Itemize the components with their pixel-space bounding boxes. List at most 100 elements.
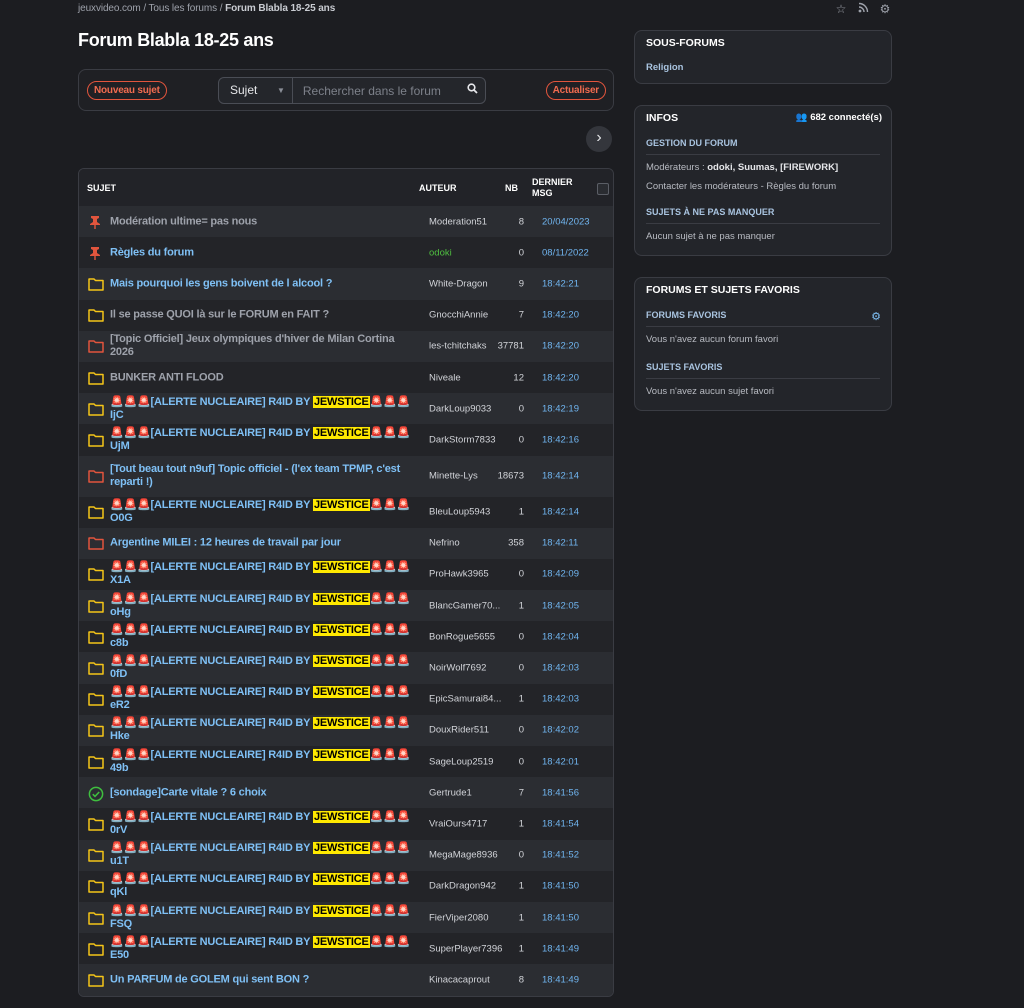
topic-title-link[interactable]: 🚨🚨🚨[ALERTE NUCLEAIRE] R4ID BY JEWSTICE🚨🚨… [110,426,411,452]
topic-author[interactable]: MegaMage8936 [429,849,498,861]
topic-title-link[interactable]: [sondage]Carte vitale ? 6 choix [110,786,267,799]
topic-author[interactable]: EpicSamurai84... [429,693,502,705]
topic-title-link[interactable]: 🚨🚨🚨[ALERTE NUCLEAIRE] R4ID BY JEWSTICE🚨🚨… [110,499,411,525]
contact-moderators-link[interactable]: Contacter les modérateurs [646,181,758,192]
users-icon: 👥 [795,112,808,123]
topic-message-count: 0 [518,568,524,580]
topic-last-message-link[interactable]: 18:42:19 [542,403,579,415]
topic-last-message-link[interactable]: 18:42:04 [542,631,579,643]
folder-icon [88,630,104,644]
topic-title-link[interactable]: Règles du forum [110,246,194,259]
forum-rules-link[interactable]: Règles du forum [766,181,837,192]
topic-title-link[interactable]: 🚨🚨🚨[ALERTE NUCLEAIRE] R4ID BY JEWSTICE🚨🚨… [110,842,411,868]
topic-title-link[interactable]: [Topic Officiel] Jeux olympiques d'hiver… [110,333,395,359]
topic-last-message-link[interactable]: 18:42:20 [542,340,579,352]
topic-row: 🚨🚨🚨[ALERTE NUCLEAIRE] R4ID BY JEWSTICE🚨🚨… [79,870,613,902]
select-all-checkbox[interactable] [597,183,609,195]
topic-last-message-link[interactable]: 18:42:14 [542,506,579,518]
topic-author[interactable]: Niveale [429,372,461,384]
topic-author[interactable]: DarkDragon942 [429,880,497,892]
topic-author[interactable]: Gertrude1 [429,787,472,799]
topic-title-link[interactable]: 🚨🚨🚨[ALERTE NUCLEAIRE] R4ID BY JEWSTICE🚨🚨… [110,935,411,961]
topic-author[interactable]: DarkLoup9033 [429,403,492,415]
topic-last-message-link[interactable]: 18:41:52 [542,849,579,861]
topic-last-message-link[interactable]: 18:41:50 [542,880,579,892]
topic-title-link[interactable]: 🚨🚨🚨[ALERTE NUCLEAIRE] R4ID BY JEWSTICE🚨🚨… [110,748,411,774]
topic-title-link[interactable]: 🚨🚨🚨[ALERTE NUCLEAIRE] R4ID BY JEWSTICE🚨🚨… [110,592,411,618]
subforum-religion-link[interactable]: Religion [646,62,684,73]
topic-row: 🚨🚨🚨[ALERTE NUCLEAIRE] R4ID BY JEWSTICE🚨🚨… [79,901,613,934]
topic-last-message-link[interactable]: 18:42:09 [542,568,579,580]
search-icon[interactable] [460,78,485,103]
next-page-button[interactable]: › [586,126,612,152]
topic-author[interactable]: odoki [429,247,452,259]
gear-icon[interactable]: ⚙ [879,2,891,16]
topic-last-message-link[interactable]: 08/11/2022 [542,247,589,259]
topic-last-message-link[interactable]: 18:41:56 [542,787,579,799]
infos-panel: INFOS 👥 682 connecté(s) GESTION DU FORUM… [634,105,892,256]
topic-author[interactable]: SageLoup2519 [429,756,494,768]
breadcrumb-separator: / [219,3,223,14]
topic-title-link[interactable]: 🚨🚨🚨[ALERTE NUCLEAIRE] R4ID BY JEWSTICE🚨🚨… [110,904,411,930]
topic-title-link[interactable]: 🚨🚨🚨[ALERTE NUCLEAIRE] R4ID BY JEWSTICE🚨🚨… [110,395,411,421]
topic-author[interactable]: SuperPlayer7396 [429,943,503,955]
topic-last-message-link[interactable]: 18:42:02 [542,724,579,736]
topic-last-message-link[interactable]: 20/04/2023 [542,216,590,228]
favorites-settings-gear-icon[interactable]: ⚙ [871,311,881,323]
topic-last-message-link[interactable]: 18:42:20 [542,309,579,321]
topic-last-message-link[interactable]: 18:42:05 [542,600,579,612]
topic-last-message-link[interactable]: 18:42:21 [542,278,579,290]
topic-author[interactable]: Minette-Lys [429,470,478,482]
topic-author[interactable]: les-tchitchaks [429,340,487,352]
topic-author[interactable]: VraiOurs4717 [429,818,488,830]
topic-author[interactable]: BonRogue5655 [429,631,496,643]
topic-title-link[interactable]: 🚨🚨🚨[ALERTE NUCLEAIRE] R4ID BY JEWSTICE🚨🚨… [110,686,411,712]
topic-last-message-link[interactable]: 18:41:50 [542,912,579,924]
topic-author[interactable]: DouxRider511 [429,724,490,736]
moderators-list[interactable]: odoki, Suumas, [FIREWORK] [707,162,839,173]
breadcrumb-site-link[interactable]: jeuxvideo.com [78,3,141,14]
topic-last-message-link[interactable]: 18:42:14 [542,470,579,482]
topic-title-link[interactable]: 🚨🚨🚨[ALERTE NUCLEAIRE] R4ID BY JEWSTICE🚨🚨… [110,873,411,899]
topic-last-message-link[interactable]: 18:41:49 [542,974,579,986]
refresh-button[interactable]: Actualiser [545,81,606,100]
topic-last-message-link[interactable]: 18:42:01 [542,756,579,768]
topic-author[interactable]: Kinacacaprout [429,974,490,986]
topic-title-link[interactable]: [Tout beau tout n9uf] Topic officiel - (… [110,463,401,488]
topic-author[interactable]: BlancGamer70... [429,600,501,612]
topic-title-link[interactable]: 🚨🚨🚨[ALERTE NUCLEAIRE] R4ID BY JEWSTICE🚨🚨… [110,810,411,836]
search-input[interactable] [292,78,460,103]
topic-author[interactable]: NoirWolf7692 [429,662,487,674]
topic-author[interactable]: Moderation51 [429,216,488,228]
topic-title-link[interactable]: Modération ultime= pas nous [110,215,258,228]
topic-title-link[interactable]: BUNKER ANTI FLOOD [110,371,224,384]
rss-icon[interactable] [856,2,870,16]
topic-title-link[interactable]: Un PARFUM de GOLEM qui sent BON ? [110,973,310,986]
topic-title-link[interactable]: 🚨🚨🚨[ALERTE NUCLEAIRE] R4ID BY JEWSTICE🚨🚨… [110,717,411,743]
topic-title-link[interactable]: 🚨🚨🚨[ALERTE NUCLEAIRE] R4ID BY JEWSTICE🚨🚨… [110,623,411,649]
topic-title-link[interactable]: 🚨🚨🚨[ALERTE NUCLEAIRE] R4ID BY JEWSTICE🚨🚨… [110,561,411,587]
star-icon[interactable]: ☆ [835,2,847,16]
topic-title-link[interactable]: Mais pourquoi les gens boivent de l alco… [110,277,333,290]
topic-row: 🚨🚨🚨[ALERTE NUCLEAIRE] R4ID BY JEWSTICE🚨🚨… [79,746,613,778]
topic-author[interactable]: DarkStorm7833 [429,434,496,446]
topic-author[interactable]: BleuLoup5943 [429,506,491,518]
topic-last-message-link[interactable]: 18:41:49 [542,943,579,955]
topic-author[interactable]: White-Dragon [429,278,488,290]
topic-title-link[interactable]: 🚨🚨🚨[ALERTE NUCLEAIRE] R4ID BY JEWSTICE🚨🚨… [110,655,411,681]
new-topic-button[interactable]: Nouveau sujet [87,81,167,100]
breadcrumb-all-forums-link[interactable]: Tous les forums [148,3,218,14]
topic-last-message-link[interactable]: 18:42:11 [542,537,579,549]
topic-author[interactable]: ProHawk3965 [429,568,489,580]
topic-author[interactable]: Nefrino [429,537,460,549]
topic-last-message-link[interactable]: 18:41:54 [542,818,579,830]
topic-last-message-link[interactable]: 18:42:20 [542,372,579,384]
search-scope-select[interactable]: Sujet ▼ [219,78,293,103]
topic-author[interactable]: GnocchiAnnie [429,309,489,321]
topic-title-link[interactable]: Argentine MILEI : 12 heures de travail p… [110,536,341,549]
topic-title-link[interactable]: Il se passe QUOI là sur le FORUM en FAIT… [110,308,329,321]
topic-last-message-link[interactable]: 18:42:03 [542,662,579,674]
topic-author[interactable]: FierViper2080 [429,912,489,924]
topic-last-message-link[interactable]: 18:42:03 [542,693,579,705]
topic-last-message-link[interactable]: 18:42:16 [542,434,579,446]
